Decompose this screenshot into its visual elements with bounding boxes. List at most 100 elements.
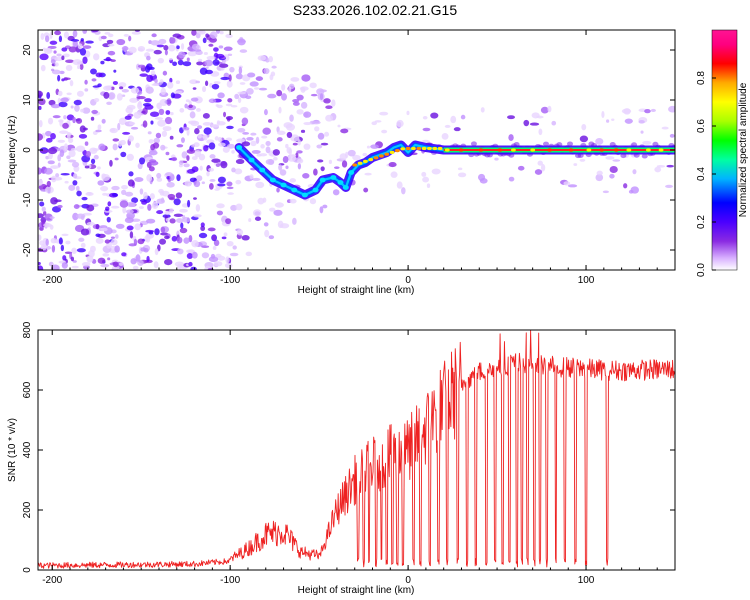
- spectrogram-blob: [45, 238, 49, 246]
- spectrogram-blob: [638, 119, 645, 124]
- spectrogram-blob: [148, 231, 154, 235]
- spectrogram-blob: [191, 144, 196, 148]
- spectrogram-blob: [39, 240, 45, 246]
- spectrogram-blob: [109, 127, 118, 134]
- spectrogram-blob: [80, 242, 86, 248]
- spectrogram-blob: [65, 240, 71, 245]
- spectrogram-blob: [170, 92, 176, 99]
- spectrogram-blob: [202, 134, 208, 141]
- spectrogram-blob: [121, 189, 127, 196]
- spectrogram-blob: [192, 87, 197, 90]
- spectrogram-blob: [563, 181, 571, 186]
- spectrogram-blob: [133, 111, 142, 119]
- spectrogram-blob: [185, 99, 190, 103]
- spectrogram-blob: [95, 72, 103, 78]
- spectrogram-blob: [347, 149, 356, 157]
- spectrogram-blob: [283, 122, 293, 129]
- spectrogram-blob: [205, 33, 210, 38]
- spectrogram-blob: [106, 39, 114, 44]
- spectrogram-y-tick-label: 20: [22, 44, 33, 56]
- track-hotspot: [658, 148, 664, 152]
- spectrogram-blob: [669, 133, 675, 138]
- spectrogram-blob: [241, 117, 249, 126]
- spectrogram-blob: [48, 261, 54, 267]
- spectrogram-blob: [137, 101, 143, 110]
- spectrogram-blob: [80, 108, 85, 113]
- spectrogram-blob: [82, 212, 92, 216]
- spectrogram-blob: [105, 206, 110, 212]
- spectrogram-x-tick-label: 100: [578, 275, 595, 286]
- spectrogram-blob: [213, 261, 223, 267]
- spectrogram-blob: [112, 261, 119, 268]
- spectrogram-blob: [217, 136, 223, 143]
- spectrogram-blob: [297, 163, 302, 170]
- spectrogram-blob: [193, 197, 197, 200]
- spectrogram-blob: [57, 154, 62, 162]
- spectrogram-blob: [270, 71, 276, 77]
- track-hotspot: [342, 185, 349, 190]
- spectrogram-blob: [523, 119, 530, 127]
- spectrogram-blob: [666, 164, 674, 168]
- spectrogram-blob: [236, 229, 244, 236]
- spectrogram-blob: [150, 40, 160, 46]
- spectrogram-blob: [47, 160, 55, 165]
- spectrogram-blob: [251, 149, 261, 154]
- spectrogram-blob: [316, 144, 323, 149]
- snr-y-tick-label: 200: [22, 501, 33, 518]
- spectrogram-blob: [197, 125, 203, 130]
- spectrogram-blob: [246, 136, 254, 141]
- spectrogram-blob: [540, 106, 549, 114]
- spectrogram-blob: [364, 172, 372, 176]
- spectrogram-blob: [40, 33, 45, 40]
- track-hotspot: [444, 148, 450, 152]
- spectrogram-blob: [609, 173, 615, 179]
- spectrogram-blob: [605, 156, 615, 160]
- spectrogram-blob: [112, 80, 119, 85]
- spectrogram-blob: [529, 122, 540, 126]
- spectrogram-blob: [218, 45, 224, 49]
- spectrogram-blob: [76, 90, 84, 97]
- spectrogram-blob: [146, 55, 151, 61]
- spectrogram-blob: [301, 74, 311, 82]
- spectrogram-blob: [155, 132, 162, 139]
- track-hotspot: [613, 148, 619, 152]
- spectrogram-blob: [226, 125, 234, 130]
- spectrogram-blob: [289, 198, 297, 204]
- spectrogram-blob: [453, 127, 461, 132]
- spectrogram-y-axis: -20 -10 0 10 20: [22, 44, 675, 257]
- spectrogram-blob: [156, 44, 165, 48]
- spectrogram-blob: [623, 183, 628, 189]
- spectrogram-blob: [57, 74, 61, 82]
- spectrogram-blob: [596, 170, 603, 176]
- spectrogram-blob: [211, 234, 217, 241]
- spectrogram-blob: [173, 198, 181, 206]
- spectrogram-blob: [103, 85, 112, 91]
- track-center: [237, 143, 675, 197]
- spectrogram-blob: [83, 127, 88, 131]
- spectrogram-blob: [268, 55, 274, 63]
- spectrogram-blob: [110, 239, 118, 246]
- spectrogram-blob: [401, 187, 406, 195]
- spectrogram-blob: [460, 114, 466, 120]
- spectrogram-blob: [126, 153, 134, 161]
- spectrogram-blob: [84, 79, 88, 85]
- spectrogram-blob: [91, 109, 98, 114]
- spectrogram-blob: [112, 138, 120, 142]
- spectrogram-blob: [50, 237, 57, 244]
- spectrogram-blob: [166, 81, 174, 89]
- spectrogram-blob: [234, 93, 240, 100]
- spectrogram-blob: [144, 235, 149, 242]
- spectrogram-blob: [65, 59, 75, 63]
- spectrogram-blob: [579, 158, 586, 162]
- colorbar-tick-label: 0.8: [696, 71, 707, 85]
- spectrogram-blob: [60, 97, 69, 103]
- spectrogram-blob: [235, 73, 243, 80]
- spectrogram-blob: [159, 98, 168, 107]
- spectrogram-blob: [208, 43, 214, 47]
- spectrogram-blob: [97, 166, 101, 170]
- spectrogram-blob: [202, 86, 207, 93]
- spectrogram-blob: [80, 215, 85, 220]
- spectrogram-blob: [130, 258, 137, 265]
- spectrogram-blob: [620, 153, 627, 159]
- spectrogram-blob: [101, 118, 106, 124]
